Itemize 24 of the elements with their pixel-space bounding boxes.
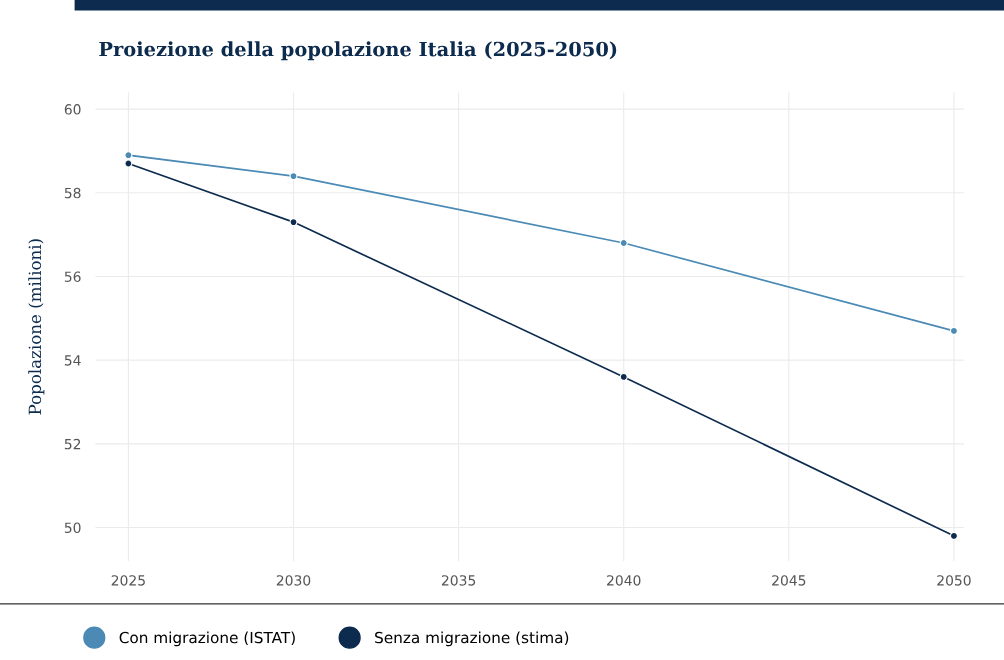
point <box>289 172 298 181</box>
y-tick-label: 54 <box>64 355 81 366</box>
point <box>124 159 133 168</box>
point <box>289 218 298 227</box>
x-tick-label: 2030 <box>276 575 311 586</box>
legend-label: Senza migrazione (stima) <box>375 631 569 647</box>
y-tick-label: 58 <box>64 187 81 199</box>
point <box>949 326 958 335</box>
chart-title: Proiezione della popolazione Italia (2025-2050) <box>99 41 617 61</box>
y-tick-label: 56 <box>64 271 81 282</box>
point <box>124 151 133 160</box>
point <box>619 372 628 381</box>
y-tick-label: 50 <box>64 522 81 533</box>
x-tick-label: 2040 <box>607 575 641 586</box>
x-tick-label: 2045 <box>772 575 806 586</box>
legend-label: Con migrazione (ISTAT) <box>119 631 295 647</box>
x-tick-label: 2025 <box>111 575 145 586</box>
point <box>619 238 628 248</box>
x-tick-label: 2035 <box>441 575 476 586</box>
point <box>949 531 958 540</box>
x-tick-label: 2050 <box>937 575 971 586</box>
y-tick-label: 52 <box>64 438 81 450</box>
y-axis-title: Popolazione (milioni) <box>28 239 45 415</box>
y-tick-label: 60 <box>64 104 81 115</box>
